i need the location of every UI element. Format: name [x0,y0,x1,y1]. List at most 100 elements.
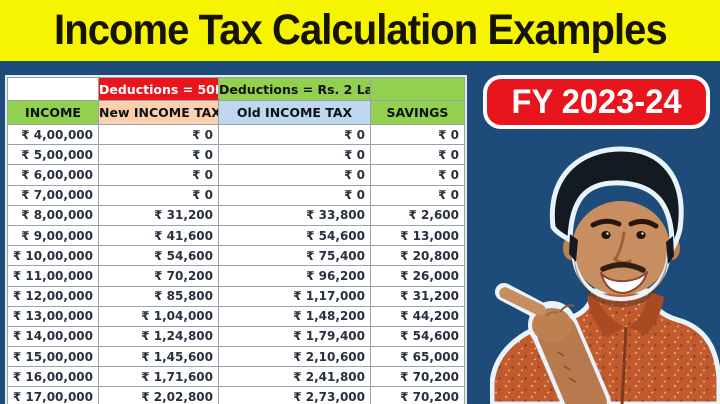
table-cell: ₹ 0 [370,123,465,146]
table-cell: ₹ 0 [218,123,371,146]
presenter-moustache [600,262,646,273]
table-cell: ₹ 0 [218,184,371,206]
presenter-pointing-arm [495,283,611,404]
table-row: ₹ 7,00,000 ₹ 0 ₹ 0 ₹ 0 [7,184,465,206]
table-row: ₹ 4,00,000 ₹ 0 ₹ 0 ₹ 0 [7,123,465,146]
table-cell: ₹ 70,200 [370,386,465,404]
presenter-collar-left [587,291,624,337]
table-cell: ₹ 0 [370,184,465,206]
table-cell: ₹ 75,400 [218,245,371,267]
table-cell: ₹ 0 [218,164,371,186]
table-cell: ₹ 33,800 [218,204,371,226]
presenter-index-finger [499,287,546,316]
table-row: ₹ 12,00,000 ₹ 85,800 ₹ 1,17,000 ₹ 31,200 [7,285,465,307]
table-cell: ₹ 1,17,000 [218,285,371,307]
table-cell: ₹ 0 [370,144,465,166]
column-header-old-income-tax: Old INCOME TAX [218,100,371,125]
table-cell: ₹ 44,200 [370,305,465,327]
table-cell: ₹ 15,00,000 [7,346,99,368]
table-row: ₹ 8,00,000 ₹ 31,200 ₹ 33,800 ₹ 2,600 [7,204,465,226]
table-cell: ₹ 2,41,800 [218,366,371,388]
table-cell: ₹ 85,800 [98,285,219,307]
table-cell: ₹ 2,73,000 [218,386,371,404]
table-cell: ₹ 1,48,200 [218,305,371,327]
table-row: ₹ 17,00,000 ₹ 2,02,800 ₹ 2,73,000 ₹ 70,200 [7,386,465,404]
table-cell: ₹ 12,00,000 [7,285,99,307]
presenter-smile [600,271,648,294]
deductions-header-row: Deductions = 50K Deductions = Rs. 2 Lacs [7,77,465,101]
table-cell: ₹ 0 [370,164,465,186]
table-cell: ₹ 0 [218,144,371,166]
table-cell: ₹ 17,00,000 [7,386,99,404]
presenter-knuckle-crease [559,304,575,313]
table-cell: ₹ 26,000 [370,265,465,287]
table-cell: ₹ 7,00,000 [7,184,99,206]
presenter-eye-glint-left [606,232,609,235]
table-cell: ₹ 70,200 [370,366,465,388]
table-cell: ₹ 2,10,600 [218,346,371,368]
title-banner: Income Tax Calculation Examples [0,0,720,61]
table-row: ₹ 6,00,000 ₹ 0 ₹ 0 ₹ 0 [7,164,465,186]
fiscal-year-label: FY 2023-24 [511,82,682,121]
presenter-sideburn-right [666,236,674,264]
presenter-body [490,273,720,404]
presenter-face-features [590,218,659,294]
table-cell: ₹ 2,600 [370,204,465,226]
table-cell: ₹ 54,600 [370,325,465,348]
table-row: ₹ 11,00,000 ₹ 70,200 ₹ 96,200 ₹ 26,000 [7,265,465,287]
income-tax-table: Deductions = 50K Deductions = Rs. 2 Lacs… [7,77,465,404]
table-cell: ₹ 11,00,000 [7,265,99,287]
table-cell: ₹ 65,000 [370,346,465,368]
presenter-photo [490,146,720,404]
table-cell: ₹ 2,02,800 [98,386,219,404]
column-header-savings: SAVINGS [370,100,465,125]
presenter-eye-right [636,231,646,239]
table-cell: ₹ 20,800 [370,245,465,267]
table-cell: ₹ 5,00,000 [7,144,99,166]
table-cell: ₹ 0 [98,164,219,186]
presenter-arm-hair [557,351,577,383]
table-cell: ₹ 13,000 [370,224,465,247]
group-header-new-regime-deduction: Deductions = 50K [98,77,219,101]
presenter-fist [532,308,572,342]
presenter-eye-left [601,231,611,239]
table-cell: ₹ 10,00,000 [7,245,99,267]
fiscal-year-badge: FY 2023-24 [483,75,710,129]
table-body: ₹ 4,00,000 ₹ 0 ₹ 0 ₹ 0 ₹ 5,00,000 ₹ 0 ₹ 0 ₹ 0 ₹ … [7,123,465,404]
table-cell: ₹ 9,00,000 [7,224,99,247]
presenter-hand-crease [545,311,559,317]
column-header-row: INCOME New INCOME TAX Old INCOME TAX SAV… [7,100,465,125]
presenter-eyebrow-right [628,218,659,229]
table-cell: ₹ 1,79,400 [218,325,371,348]
column-header-income: INCOME [7,100,99,125]
table-cell: ₹ 54,600 [98,245,219,267]
table-cell: ₹ 0 [98,123,219,146]
table-cell: ₹ 1,45,600 [98,346,219,368]
table-row: ₹ 15,00,000 ₹ 1,45,600 ₹ 2,10,600 ₹ 65,000 [7,346,465,368]
table-cell: ₹ 0 [98,184,219,206]
table-row: ₹ 13,00,000 ₹ 1,04,000 ₹ 1,48,200 ₹ 44,200 [7,305,465,327]
column-header-new-income-tax: New INCOME TAX [98,100,219,125]
table-row: ₹ 9,00,000 ₹ 41,600 ₹ 54,600 ₹ 13,000 [7,224,465,247]
table-cell: ₹ 41,600 [98,224,219,247]
group-header-savings-empty [370,77,465,101]
table-cell: ₹ 14,00,000 [7,325,99,348]
table-cell: ₹ 8,00,000 [7,204,99,226]
table-cell: ₹ 16,00,000 [7,366,99,388]
table-row: ₹ 5,00,000 ₹ 0 ₹ 0 ₹ 0 [7,144,465,166]
table-cell: ₹ 70,200 [98,265,219,287]
table-cell: ₹ 4,00,000 [7,123,99,146]
presenter-placket [620,326,628,404]
table-cell: ₹ 6,00,000 [7,164,99,186]
presenter-sideburn-left [569,234,578,262]
group-header-old-regime-deduction: Deductions = Rs. 2 Lacs [218,77,371,101]
table-cell: ₹ 31,200 [98,204,219,226]
page-title: Income Tax Calculation Examples [53,6,668,54]
table-cell: ₹ 1,71,600 [98,366,219,388]
presenter-eyebrow-left [590,218,622,228]
group-header-empty [7,77,99,101]
table-cell: ₹ 13,00,000 [7,305,99,327]
table-cell: ₹ 31,200 [370,285,465,307]
table-cell: ₹ 96,200 [218,265,371,287]
